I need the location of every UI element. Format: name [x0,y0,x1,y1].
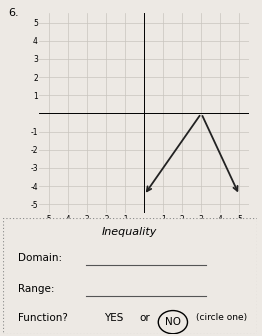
FancyBboxPatch shape [3,218,257,334]
Text: Domain:: Domain: [18,253,62,263]
Text: (circle one): (circle one) [196,313,247,323]
Text: Inequality: Inequality [102,226,157,237]
Text: Function?: Function? [18,313,68,324]
Text: NO: NO [165,317,181,327]
Text: or: or [140,313,151,324]
Text: 6.: 6. [8,8,19,18]
Text: Range:: Range: [18,285,54,294]
Text: YES: YES [104,313,124,324]
